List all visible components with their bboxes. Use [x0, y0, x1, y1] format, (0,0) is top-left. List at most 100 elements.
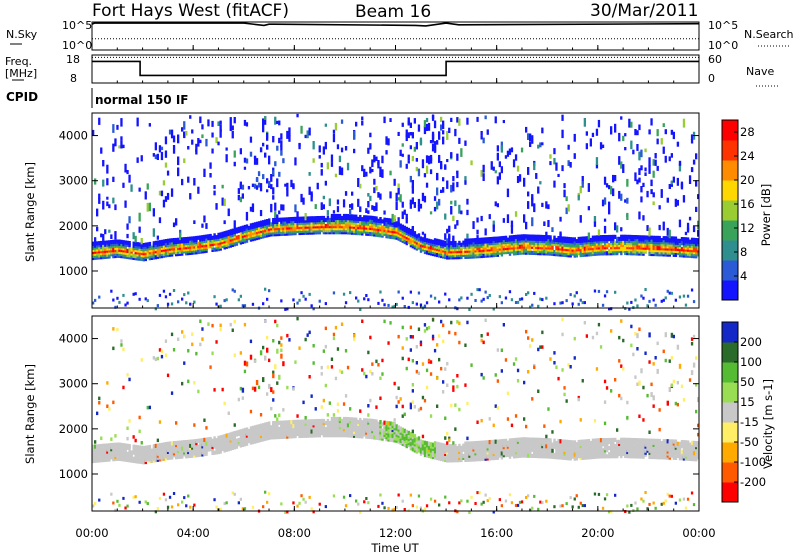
velocity-cell: [259, 413, 263, 417]
power-cell: [251, 235, 255, 240]
power-cell: [421, 231, 425, 235]
power-cell: [407, 132, 410, 139]
power-cell: [377, 161, 380, 166]
velocity-cell: [448, 501, 451, 505]
power-cell: [668, 291, 671, 295]
power-cell: [249, 151, 253, 157]
velocity-cell: [132, 444, 135, 449]
power-cell: [658, 240, 661, 245]
velocity-cell: [377, 363, 380, 367]
power-cell: [533, 246, 536, 251]
power-cell: [644, 167, 647, 172]
power-cell: [644, 148, 647, 153]
velocity-cell: [264, 319, 267, 323]
velocity-cell: [344, 416, 348, 422]
power-cell: [217, 141, 220, 146]
power-cell: [484, 115, 487, 120]
power-cell: [251, 302, 255, 306]
power-cell: [500, 236, 504, 241]
power-cell: [427, 122, 431, 131]
power-cell: [429, 245, 433, 250]
power-cell: [237, 298, 240, 302]
velocity-cell: [126, 373, 129, 377]
velocity-cell: [371, 372, 374, 376]
velocity-cell: [175, 451, 178, 456]
power-cell: [662, 123, 665, 127]
power-cell: [237, 239, 241, 244]
velocity-cell: [189, 439, 192, 444]
power-cell: [156, 235, 159, 240]
velocity-cell: [442, 443, 445, 448]
power-cell: [690, 139, 694, 144]
velocity-cell: [300, 494, 303, 498]
power-cell: [549, 235, 552, 240]
colorbar-tick-label: 20: [740, 173, 755, 187]
power-cell: [397, 232, 400, 237]
power-cell: [622, 246, 625, 252]
power-cell: [207, 119, 210, 127]
velocity-cell: [346, 365, 350, 370]
power-cell: [397, 131, 400, 136]
power-cell: [191, 129, 194, 134]
power-cell: [373, 178, 376, 185]
velocity-cell: [181, 440, 184, 445]
power-cell: [601, 237, 605, 242]
power-cell: [332, 210, 336, 214]
power-cell: [644, 245, 647, 250]
power-cell: [551, 227, 554, 232]
power-cell: [397, 222, 400, 227]
power-cell: [126, 223, 129, 230]
velocity-cell: [371, 422, 374, 428]
velocity-cell: [120, 343, 123, 347]
power-cell: [496, 244, 500, 249]
velocity-cell: [280, 420, 283, 425]
power-cell: [369, 219, 372, 224]
velocity-cell: [152, 444, 156, 449]
power-cell: [409, 290, 412, 294]
power-cell: [276, 145, 279, 151]
velocity-cell: [106, 381, 109, 385]
power-cell: [346, 162, 350, 171]
power-cell: [666, 236, 669, 241]
power-cell: [130, 184, 133, 192]
power-cell: [541, 241, 544, 246]
power-cell: [593, 221, 597, 227]
power-cell: [608, 237, 611, 242]
power-cell: [565, 196, 568, 202]
power-cell: [318, 216, 321, 221]
power-cell: [262, 232, 265, 237]
velocity-cell: [371, 435, 374, 440]
power-cell: [605, 290, 609, 294]
velocity-cell: [154, 510, 157, 514]
power-cell: [292, 227, 295, 232]
power-cell: [286, 182, 289, 191]
power-cell: [152, 253, 156, 258]
power-cell: [670, 250, 674, 255]
power-cell: [241, 304, 244, 308]
velocity-cell: [336, 402, 340, 406]
power-cell: [415, 166, 418, 172]
power-cell: [440, 163, 443, 170]
power-cell: [421, 192, 425, 202]
velocity-cell: [140, 445, 143, 450]
velocity-cell: [128, 419, 131, 423]
power-cell: [543, 235, 546, 240]
power-cell: [470, 250, 473, 255]
power-cell: [227, 235, 230, 241]
power-cell: [128, 216, 131, 224]
power-cell: [531, 197, 534, 207]
power-cell: [697, 252, 700, 257]
velocity-cell: [440, 319, 443, 324]
power-cell: [581, 238, 584, 243]
power-cell: [164, 243, 168, 248]
power-cell: [531, 236, 534, 241]
power-cell: [579, 250, 582, 256]
velocity-cell: [419, 406, 423, 411]
velocity-cell: [152, 356, 155, 360]
power-cell: [168, 242, 172, 247]
power-cell: [508, 247, 512, 252]
velocity-cell: [429, 360, 433, 364]
power-cell: [520, 297, 524, 301]
power-cell: [425, 301, 429, 305]
power-cell: [201, 235, 204, 240]
